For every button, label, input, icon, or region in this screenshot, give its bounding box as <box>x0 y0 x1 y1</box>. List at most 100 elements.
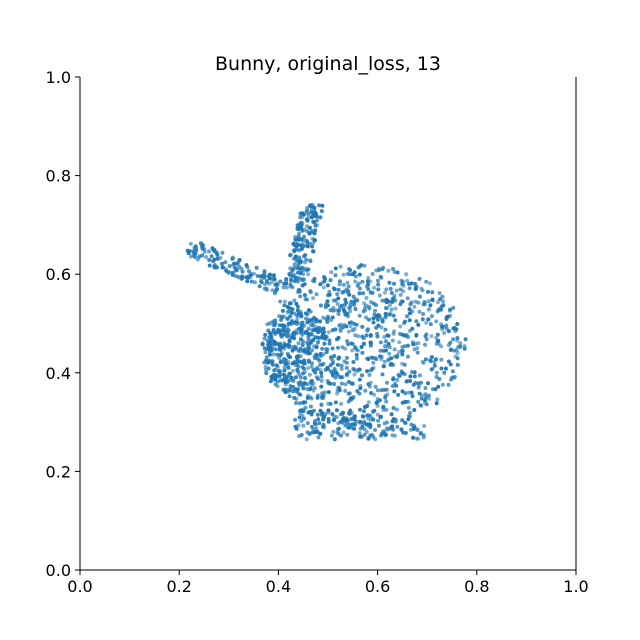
data-point <box>390 299 395 304</box>
data-point <box>406 417 411 422</box>
data-point <box>344 355 349 360</box>
data-point <box>293 236 298 241</box>
data-point <box>367 306 372 311</box>
data-point <box>303 405 308 410</box>
data-point <box>321 285 326 290</box>
data-point <box>343 382 348 387</box>
data-point <box>390 424 395 429</box>
data-point <box>348 302 353 307</box>
data-point <box>188 241 193 246</box>
data-point <box>375 397 380 402</box>
data-point <box>390 419 395 424</box>
data-point <box>313 422 318 427</box>
data-point <box>333 273 338 278</box>
data-point <box>300 339 305 344</box>
data-point <box>263 332 268 337</box>
data-point <box>411 382 416 387</box>
y-tick-label: 1.0 <box>46 68 71 87</box>
data-point <box>371 316 376 321</box>
data-point <box>346 342 350 347</box>
data-point <box>237 264 242 269</box>
data-point <box>301 386 306 391</box>
data-point <box>400 418 405 423</box>
data-point <box>269 334 274 339</box>
data-point <box>424 279 429 284</box>
data-point <box>435 397 440 402</box>
y-tick-label: 0.8 <box>46 167 71 186</box>
data-point <box>393 318 398 323</box>
data-point <box>327 289 332 294</box>
data-point <box>223 266 228 271</box>
data-point <box>343 388 348 393</box>
data-point <box>316 340 320 345</box>
data-point <box>368 333 373 337</box>
data-point <box>360 279 365 284</box>
data-point <box>463 337 468 342</box>
data-point <box>414 319 419 324</box>
data-point <box>299 433 304 437</box>
data-point <box>370 272 375 276</box>
data-point <box>455 362 460 367</box>
data-point <box>317 358 322 363</box>
data-point <box>375 334 380 339</box>
data-point <box>290 368 295 373</box>
data-point <box>265 346 270 351</box>
data-point <box>436 384 441 389</box>
data-point <box>325 299 330 304</box>
data-point <box>245 265 250 270</box>
data-point <box>403 399 408 404</box>
data-point <box>365 356 370 361</box>
data-point <box>368 300 373 304</box>
data-point <box>277 369 282 374</box>
data-point <box>392 269 397 274</box>
data-point <box>315 412 320 417</box>
data-point <box>384 287 389 292</box>
data-point <box>406 354 410 359</box>
data-point <box>337 323 342 328</box>
data-point <box>349 299 354 304</box>
data-point <box>294 328 299 333</box>
data-point <box>283 361 288 366</box>
data-point <box>337 282 342 287</box>
data-point <box>452 348 457 353</box>
data-point <box>367 413 372 418</box>
data-point <box>455 336 460 340</box>
data-point <box>434 370 439 375</box>
data-point <box>440 382 445 387</box>
data-point <box>314 214 319 219</box>
data-point <box>444 323 449 328</box>
data-point <box>307 351 312 356</box>
data-point <box>303 297 308 302</box>
data-point <box>311 249 315 254</box>
data-point <box>297 392 302 397</box>
data-point <box>362 263 367 268</box>
data-point <box>338 264 343 269</box>
data-point <box>383 339 388 344</box>
axes <box>79 77 577 571</box>
data-point <box>311 388 316 393</box>
data-point <box>367 422 372 427</box>
data-point <box>309 396 314 401</box>
data-point <box>262 282 267 287</box>
data-point <box>298 375 303 380</box>
data-point <box>394 407 399 412</box>
data-point <box>357 291 362 296</box>
data-point <box>432 363 437 368</box>
data-point <box>364 430 369 434</box>
data-point <box>319 412 324 417</box>
data-point <box>211 259 215 264</box>
data-point <box>332 382 337 386</box>
data-point <box>287 371 292 376</box>
data-point <box>220 265 225 270</box>
data-point <box>419 286 424 291</box>
data-point <box>357 367 361 372</box>
data-point <box>417 373 422 378</box>
data-point <box>310 204 315 209</box>
data-point <box>350 348 355 353</box>
data-point <box>366 436 371 441</box>
data-point <box>363 308 367 313</box>
data-point <box>444 326 449 331</box>
data-point <box>321 422 326 427</box>
data-point <box>343 423 348 428</box>
data-point <box>300 343 305 347</box>
